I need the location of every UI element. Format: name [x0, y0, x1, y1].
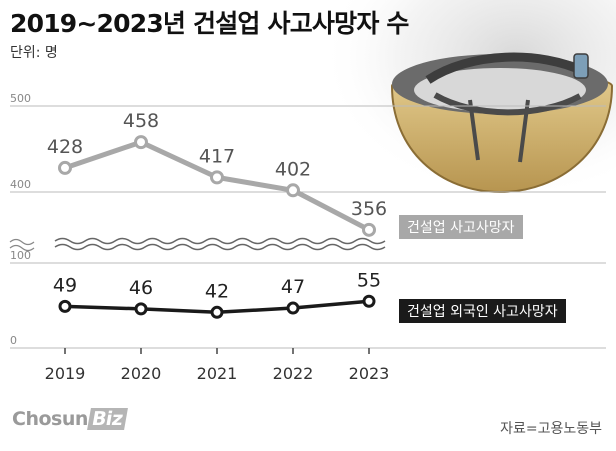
data-point-construction [134, 135, 148, 150]
data-point-construction [210, 170, 224, 185]
series-label-construction: 건설업 사고사망자 [399, 215, 523, 239]
logo-accent: Biz [86, 408, 128, 430]
series-label-foreign: 건설업 외국인 사고사망자 [399, 299, 566, 323]
data-label-construction: 402 [275, 158, 311, 180]
source-note: 자료=고용노동부 [500, 421, 602, 437]
data-label-construction: 417 [199, 145, 235, 167]
data-point-foreign [210, 305, 224, 319]
data-label-foreign: 46 [129, 277, 153, 299]
y-tick-label: 400 [10, 178, 31, 191]
data-point-foreign [362, 294, 376, 308]
data-label-construction: 428 [47, 136, 83, 158]
helmet-illustration [390, 52, 614, 194]
axis-break-wave [54, 243, 386, 251]
data-label-foreign: 47 [281, 276, 305, 298]
data-point-construction [286, 183, 300, 198]
data-point-foreign [134, 302, 148, 316]
y-tick-label: 100 [10, 249, 31, 262]
data-point-construction [58, 160, 72, 175]
y-tick-label: 500 [10, 92, 31, 105]
logo-main: Chosun [12, 408, 88, 430]
axis-break-wave [54, 237, 386, 245]
unit-label: 단위: 명 [10, 45, 58, 61]
data-label-foreign: 49 [53, 274, 77, 296]
series-layer: 428 458 417 402 356 49 46 42 47 55 [47, 110, 387, 319]
data-point-foreign [58, 299, 72, 313]
gridlines [10, 105, 606, 349]
data-point-construction [362, 222, 376, 237]
data-label-construction: 458 [123, 110, 159, 132]
x-tick-label: 2022 [273, 364, 314, 383]
x-tick-label: 2020 [121, 364, 162, 383]
chosunbiz-logo: Chosun Biz [12, 408, 128, 430]
data-label-construction: 356 [351, 198, 387, 220]
chart-title: 2019~2023년 건설업 사고사망자 수 [10, 9, 409, 38]
x-tick-label: 2023 [349, 364, 390, 383]
axis-ticks: 500 400 100 0 2019 2020 2021 2022 2023 [10, 92, 389, 383]
data-label-foreign: 55 [357, 269, 381, 291]
x-tick-label: 2021 [197, 364, 238, 383]
y-tick-label: 0 [10, 334, 17, 347]
axis-break [9, 237, 386, 252]
data-point-foreign [286, 301, 300, 315]
axis-break-mark [9, 238, 35, 252]
x-tick-label: 2019 [45, 364, 86, 383]
data-label-foreign: 42 [205, 280, 229, 302]
